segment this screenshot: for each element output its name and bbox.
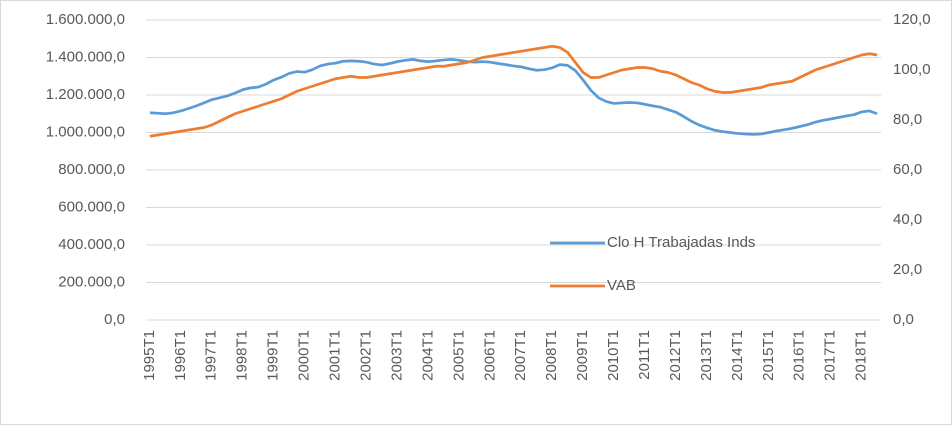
x-tick-label: 2008T1: [543, 330, 560, 381]
x-tick-label: 2014T1: [729, 330, 746, 381]
y-tick-label: 1.600.000,0: [46, 11, 125, 28]
x-tick-label: 2012T1: [667, 330, 684, 381]
y-tick-label: 1.000.000,0: [46, 123, 125, 140]
x-tick-label: 2005T1: [450, 330, 467, 381]
x-tick-label: 1999T1: [265, 330, 282, 381]
x-tick-label: 1997T1: [203, 330, 220, 381]
y2-tick-label: 40,0: [893, 211, 922, 228]
x-tick-label: 2017T1: [822, 330, 839, 381]
y2-tick-label: 80,0: [893, 111, 922, 128]
x-tick-label: 2015T1: [760, 330, 777, 381]
y-tick-label: 1.200.000,0: [46, 86, 125, 103]
x-tick-label: 2013T1: [698, 330, 715, 381]
y-tick-label: 800.000,0: [58, 161, 125, 178]
x-tick-label: 2007T1: [512, 330, 529, 381]
y2-tick-label: 20,0: [893, 261, 922, 278]
x-tick-label: 2009T1: [574, 330, 591, 381]
x-tick-label: 2016T1: [791, 330, 808, 381]
x-tick-label: 2002T1: [357, 330, 374, 381]
x-tick-label: 2011T1: [636, 330, 653, 380]
legend-label: VAB: [607, 277, 636, 294]
x-tick-label: 1998T1: [234, 330, 251, 381]
x-tick-label: 2001T1: [327, 330, 344, 381]
y2-tick-label: 0,0: [893, 311, 914, 328]
y2-tick-label: 60,0: [893, 161, 922, 178]
series-line: [149, 44, 878, 138]
y2-tick-label: 120,0: [893, 11, 931, 28]
x-tick-label: 2018T1: [853, 330, 870, 381]
y-tick-label: 0,0: [104, 311, 125, 328]
x-tick-label: 2006T1: [481, 330, 498, 381]
x-tick-label: 1996T1: [172, 330, 189, 381]
x-tick-label: 2010T1: [605, 330, 622, 381]
y2-tick-label: 100,0: [893, 61, 931, 78]
x-tick-label: 2003T1: [388, 330, 405, 381]
series-line: [149, 58, 878, 136]
y-tick-label: 1.400.000,0: [46, 48, 125, 65]
y-tick-label: 600.000,0: [58, 198, 125, 215]
x-tick-label: 2000T1: [296, 330, 313, 381]
y-tick-label: 200.000,0: [58, 273, 125, 290]
legend-label: Clo H Trabajadas Inds: [607, 234, 755, 251]
x-tick-label: 2004T1: [419, 330, 436, 381]
y-tick-label: 400.000,0: [58, 236, 125, 253]
x-tick-label: 1995T1: [141, 330, 158, 381]
